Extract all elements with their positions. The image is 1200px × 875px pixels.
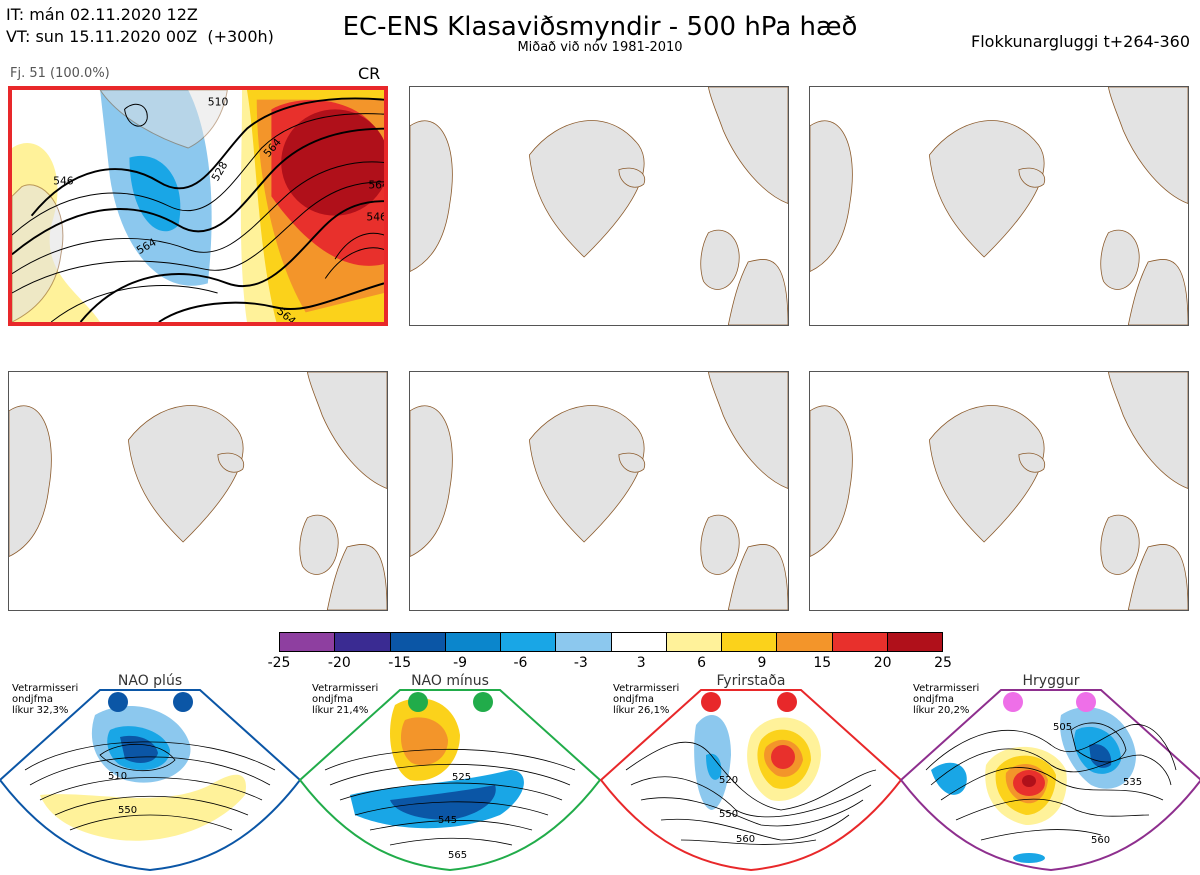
regime-contour-label: 550 [719, 809, 738, 820]
empty-map-6 [810, 372, 1188, 610]
regime-dot [701, 692, 721, 712]
colorbar-tick-label: 3 [636, 655, 646, 671]
colorbar-swatch [556, 633, 612, 651]
cluster-map-panel-5[interactable] [409, 371, 789, 611]
regime-nao-minus: NAO mínus Vetrarmisseri ondjfma líkur 21… [298, 673, 602, 875]
note-line: líkur 26,1% [613, 705, 670, 716]
regime-note: Vetrarmisseri ondjfma líkur 26,1% [613, 683, 679, 716]
regime-contour-label: 525 [452, 772, 471, 783]
colorbar-tick-label: -15 [388, 655, 412, 671]
note-line: Vetrarmisseri [312, 683, 379, 694]
member-count-label: Fj. 51 (100.0%) [10, 66, 110, 81]
empty-map-4 [9, 372, 387, 610]
colorbar-tick-labels: -25 -20 -15 -9 -6 -3 3 6 9 15 20 25 [268, 655, 952, 671]
colorbar-swatch [722, 633, 778, 651]
note-line: ondjfma [913, 694, 954, 705]
regime-dot [1076, 692, 1096, 712]
regime-note: Vetrarmisseri ondjfma líkur 20,2% [913, 683, 979, 716]
regime-title: Fyrirstaða [716, 673, 786, 689]
page-subtitle: Miðað við nóv 1981-2010 [517, 40, 683, 55]
colorbar-tick-label: -3 [573, 655, 588, 671]
cluster-map-panel-1[interactable]: 510 528 546 564 564 564 546 564 [8, 86, 388, 326]
colorbar-swatch [666, 633, 722, 651]
regime-ridge: Hryggur Vetrarmisseri ondjfma líkur 20,2… [899, 673, 1200, 875]
regime-dot [108, 692, 128, 712]
cluster-map-panel-4[interactable] [8, 371, 388, 611]
regime-contour-label: 550 [118, 805, 137, 816]
empty-map-5 [410, 372, 788, 610]
note-line: ondjfma [12, 694, 53, 705]
regime-blocking: Fyrirstaða Vetrarmisseri ondjfma líkur 2… [599, 673, 903, 875]
regime-title: NAO plús [117, 673, 183, 689]
note-line: Vetrarmisseri [913, 683, 980, 694]
regime-map: 520 550 560 [599, 689, 903, 872]
regime-contour-label: 565 [448, 850, 467, 861]
regime-note: Vetrarmisseri ondjfma líkur 32,3% [12, 683, 78, 716]
page-title: EC-ENS Klasaviðsmyndir - 500 hPa hæð [342, 12, 858, 42]
note-line: ondjfma [312, 694, 353, 705]
note-line: ondjfma [613, 694, 654, 705]
colorbar-tick-label: 15 [813, 655, 832, 671]
colorbar-tick-label: -20 [327, 655, 351, 671]
note-line: líkur 20,2% [913, 705, 970, 716]
regime-contour-label: 560 [736, 834, 755, 845]
regime-title: Hryggur [1022, 673, 1080, 689]
colorbar-swatch [280, 633, 336, 651]
regime-dot [173, 692, 193, 712]
regime-note: Vetrarmisseri ondjfma líkur 21,4% [312, 683, 378, 716]
contour-label: 546 [53, 175, 74, 188]
regime-title: NAO mínus [411, 673, 489, 689]
colorbar-tick-label: 20 [873, 655, 892, 671]
colorbar-tick-label: 9 [757, 655, 767, 671]
colorbar-swatch [390, 633, 446, 651]
note-line: líkur 21,4% [312, 705, 369, 716]
colorbar-tick-label: -25 [267, 655, 291, 671]
regime-contour-label: 510 [108, 771, 127, 782]
colorbar-swatch [887, 633, 942, 651]
regime-dot [1003, 692, 1023, 712]
colorbar-swatch [335, 633, 391, 651]
contour-label: 510 [208, 96, 229, 109]
regime-nao-plus: NAO plús Vetrarmisseri ondjfma líkur 32,… [0, 673, 302, 875]
regime-map: 510 550 [0, 689, 302, 872]
regime-map: 505 535 560 [899, 689, 1200, 872]
colorbar-tick-label: 25 [934, 655, 952, 671]
colorbar-swatch [777, 633, 833, 651]
colorbar-tick-label: -9 [453, 655, 468, 671]
colorbar-tick-label: 6 [697, 655, 706, 671]
valid-time: VT: sun 15.11.2020 00Z (+300h) [6, 27, 274, 46]
regime-dot [473, 692, 493, 712]
regime-contour-label: 560 [1091, 835, 1110, 846]
regime-contour-label: 520 [719, 775, 738, 786]
regime-contour-label: 535 [1123, 777, 1142, 788]
colorbar-swatch [832, 633, 888, 651]
colorbar-swatch [611, 633, 667, 651]
regime-contour-label: 545 [438, 815, 457, 826]
regime-contour-label: 505 [1053, 722, 1072, 733]
note-line: Vetrarmisseri [12, 683, 79, 694]
note-line: líkur 32,3% [12, 705, 69, 716]
empty-map-3 [810, 87, 1188, 325]
regime-map: 525 545 565 [298, 689, 602, 872]
init-time: IT: mán 02.11.2020 12Z [6, 5, 198, 24]
run-info: IT: mán 02.11.2020 12Z VT: sun 15.11.2020… [6, 4, 274, 48]
anomaly-map-1: 510 528 546 564 564 564 546 564 [12, 90, 384, 322]
colorbar-swatch [445, 633, 501, 651]
contour-label: 564 [368, 179, 384, 192]
empty-map-2 [410, 87, 788, 325]
cluster-map-panel-3[interactable] [809, 86, 1189, 326]
colorbar-swatch [501, 633, 557, 651]
cluster-code-label: CR [358, 64, 381, 83]
contour-label: 546 [366, 211, 384, 224]
regime-dot [777, 692, 797, 712]
classification-window: Flokkunargluggi t+264-360 [971, 32, 1190, 51]
anomaly-colorbar [279, 632, 943, 652]
regime-dot [408, 692, 428, 712]
cluster-map-panel-2[interactable] [409, 86, 789, 326]
note-line: Vetrarmisseri [613, 683, 680, 694]
cluster-map-panel-6[interactable] [809, 371, 1189, 611]
colorbar-tick-label: -6 [513, 655, 528, 671]
